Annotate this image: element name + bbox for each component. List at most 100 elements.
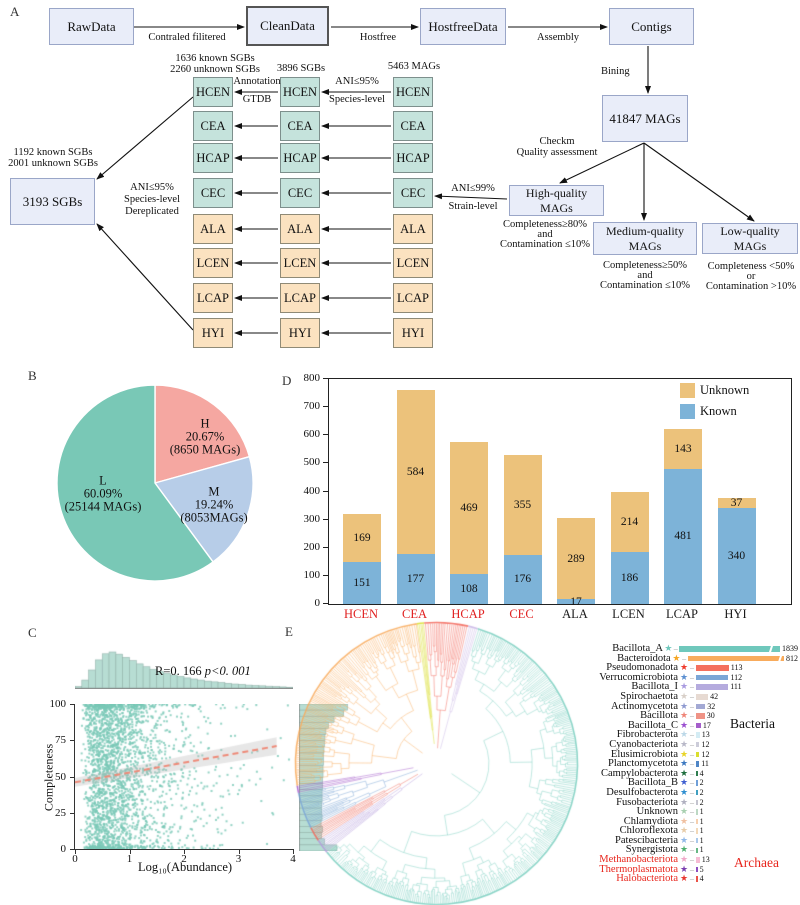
sgb-known-label: 1192 known SGBs bbox=[13, 147, 93, 158]
flow-box-hostfreedata: HostfreeData bbox=[420, 8, 506, 45]
legend-tick: – bbox=[690, 749, 694, 759]
phylum-count-value: 812 bbox=[785, 653, 798, 663]
phylum-star-icon: ★ bbox=[679, 873, 689, 884]
ani99-label: ANI≤99% bbox=[451, 183, 495, 194]
legend-row-bacillota_i: Bacillota_I ★ – 111 bbox=[528, 682, 798, 692]
bar-unknown-HYI bbox=[717, 497, 756, 509]
bar-ytick-600: 600 bbox=[303, 428, 321, 441]
hostfree-step-label: Hostfree bbox=[359, 32, 397, 43]
phylum-label: Halobacteriota bbox=[616, 873, 678, 885]
legend-tick: – bbox=[690, 720, 694, 730]
bar-axis-break bbox=[769, 644, 774, 654]
phylum-count-value: 11 bbox=[701, 759, 709, 769]
panel-label-c: C bbox=[28, 625, 37, 640]
bar-unknown-LCEN bbox=[610, 491, 649, 552]
bar-unknown-CEC bbox=[503, 454, 542, 555]
abundance-scatter-plot bbox=[75, 704, 293, 849]
cohort-box-hcap-col1: HCAP bbox=[280, 143, 320, 173]
flow-box-mags: 41847 MAGs bbox=[602, 95, 688, 142]
cohort-box-lcap-col2: LCAP bbox=[393, 283, 433, 313]
bar-unknown-CEA bbox=[396, 389, 435, 555]
pie-slice-pct: 20.67% bbox=[185, 429, 225, 444]
phylum-star-icon: ★ bbox=[679, 863, 689, 874]
legend-row-fibrobacterota: Fibrobacterota ★ –13 bbox=[528, 730, 798, 740]
phylum-count-value: 1 bbox=[699, 835, 704, 845]
phylum-label: Chlamydiota bbox=[623, 815, 678, 827]
phylum-label: Bacillota bbox=[640, 710, 678, 722]
correlation-annotation: R=0. 166 p<0. 001 bbox=[155, 664, 251, 679]
pie-slice-M bbox=[153, 455, 254, 563]
cohort-box-hcen-col1: HCEN bbox=[280, 77, 320, 107]
phylum-count-value: 111 bbox=[730, 682, 742, 692]
phylum-count-value: 2 bbox=[699, 787, 704, 797]
bar-ytick-800: 800 bbox=[303, 372, 321, 384]
bar-unknown-value-CEC: 355 bbox=[513, 498, 532, 511]
cohort-box-hyi-col0: HYI bbox=[193, 318, 233, 348]
phylum-label: Actinomycetota bbox=[610, 700, 678, 712]
scatter-ytick-mark bbox=[70, 849, 74, 850]
legend-row-campylobacterota: Campylobacterota ★ –4 bbox=[528, 768, 798, 779]
phylum-count-bar bbox=[696, 741, 700, 748]
cohort-box-cec-col2: CEC bbox=[393, 178, 433, 208]
bar-ytick-400: 400 bbox=[303, 484, 321, 497]
flow-box-quality-2: Low-quality MAGs bbox=[702, 223, 798, 254]
bar-known-value-CEA: 177 bbox=[406, 573, 425, 586]
pie-label-H: H 20.67% (8650 MAGs) bbox=[169, 417, 241, 457]
legend-tick: – bbox=[690, 739, 694, 749]
legend-tick: – bbox=[690, 835, 694, 845]
phylum-label: Unknown bbox=[636, 806, 678, 818]
phylum-count-bar bbox=[696, 674, 729, 681]
phylum-count-bar bbox=[696, 761, 700, 767]
phylum-count-value: 1 bbox=[699, 807, 704, 817]
bar-unknown-LCAP bbox=[664, 428, 702, 469]
checkm-label-1: Checkm bbox=[539, 136, 575, 147]
cohort-box-hcap-col0: HCAP bbox=[193, 143, 233, 173]
phylum-count-value: 4 bbox=[699, 768, 704, 778]
legend-row-bacillota: Bacillota ★ – 30 bbox=[528, 711, 798, 721]
ani95-label: ANI≤95% bbox=[335, 76, 379, 87]
bar-ytick-mark bbox=[323, 490, 328, 492]
bar-known-value-LCAP: 481 bbox=[674, 530, 692, 543]
phylum-count-bar bbox=[696, 703, 706, 710]
bar-ytick-mark bbox=[323, 574, 328, 576]
legend-label-known: Known bbox=[700, 404, 737, 418]
bar-unknown-value-HCAP: 469 bbox=[460, 501, 478, 514]
scatter-x-axis-title: Log₁₀(Abundance) bbox=[137, 860, 233, 874]
bar-category-HCAP: HCAP bbox=[451, 607, 485, 621]
quality-criteria-2-2: Contamination >10% bbox=[705, 281, 797, 292]
derep-label: Dereplicated bbox=[125, 206, 179, 217]
legend-row-fusobacteriota: Fusobacteriota ★ –2 bbox=[528, 796, 798, 808]
bar-ytick-mark bbox=[323, 546, 328, 548]
phylum-star-icon: ★ bbox=[679, 825, 689, 836]
legend-row-pseudomonadota: Pseudomonadota ★ – 113 bbox=[528, 663, 798, 673]
scatter-xtick-mark bbox=[129, 850, 131, 854]
pie-slice-H bbox=[154, 384, 251, 484]
legend-row-chloroflexota: Chloroflexota ★ –1 bbox=[528, 826, 798, 836]
cohort-box-lcen-col1: LCEN bbox=[280, 248, 320, 278]
pie-slice-count: (8650 MAGs) bbox=[169, 442, 241, 457]
phylum-count-bar bbox=[696, 799, 698, 806]
phylum-count-value: 1 bbox=[699, 816, 704, 826]
phylum-label: Patescibacteria bbox=[615, 834, 678, 846]
pie-label-L: L 60.09% (25144 MAGs) bbox=[65, 474, 142, 514]
phylum-star-icon: ★ bbox=[679, 844, 689, 855]
legend-row-planctomycetota: Planctomycetota ★ –11 bbox=[528, 759, 798, 769]
phylum-label: Bacteroidota bbox=[617, 652, 671, 664]
cohort-box-cea-col0: CEA bbox=[193, 111, 233, 141]
bar-ytick-300: 300 bbox=[303, 512, 321, 525]
bar-unknown-value-ALA: 289 bbox=[567, 552, 585, 565]
legend-tick: – bbox=[690, 826, 694, 836]
phylum-star-icon: ★ bbox=[672, 652, 681, 663]
phylum-count-value: 5 bbox=[699, 864, 704, 874]
flow-box-rawdata: RawData bbox=[49, 8, 134, 45]
bar-ytick-0: 0 bbox=[314, 597, 321, 609]
phylum-count-value: 1 bbox=[699, 826, 704, 836]
species-level-label: Species-level bbox=[329, 94, 385, 105]
quality-criteria-2-0: Completeness <50% bbox=[707, 261, 795, 272]
phylum-count-bar bbox=[696, 694, 709, 700]
phylogenetic-tree bbox=[291, 618, 583, 905]
phylum-label: Fusobacteriota bbox=[616, 796, 678, 808]
phylum-label: Synergistota bbox=[625, 844, 678, 856]
phylum-label: Thermoplasmatota bbox=[599, 863, 678, 875]
